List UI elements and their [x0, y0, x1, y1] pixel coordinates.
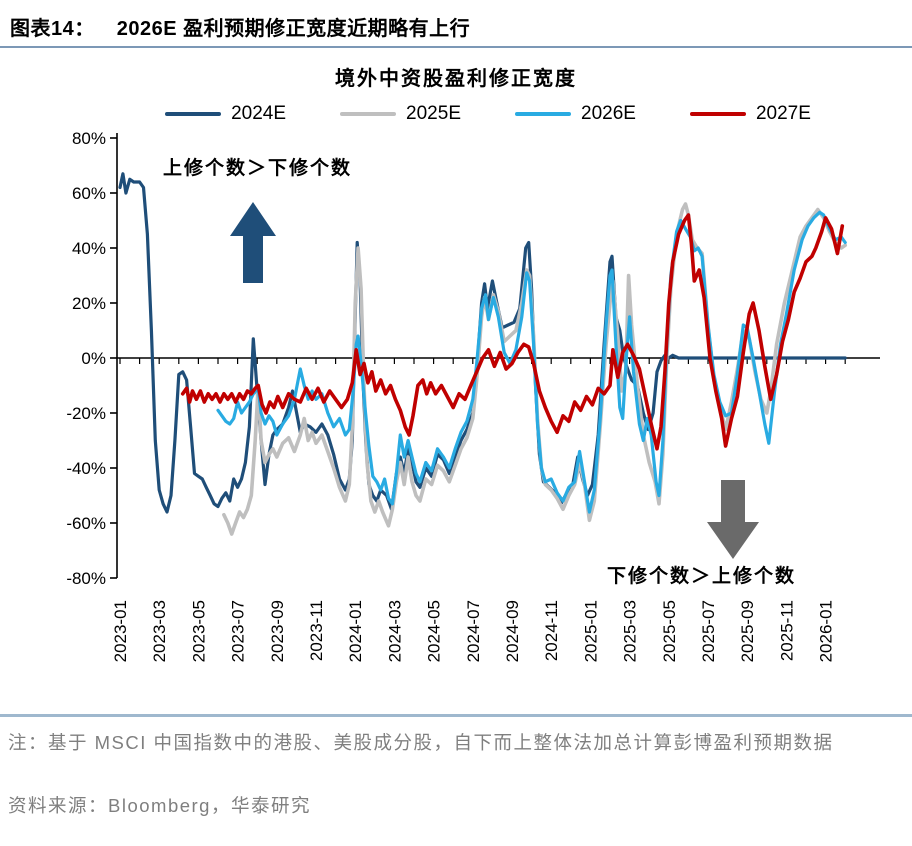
x-axis-label: 2025-07: [699, 600, 718, 662]
x-axis-label: 2023-03: [150, 600, 169, 662]
chart-title: 境外中资股盈利修正宽度: [335, 68, 577, 90]
x-axis-label: 2023-11: [307, 600, 326, 661]
legend-item-2025e: 2025E: [340, 103, 461, 125]
y-axis-label: -40%: [66, 459, 106, 478]
x-axis-label: 2025-01: [581, 600, 600, 662]
legend-line-swatch: [165, 112, 222, 116]
series-line-2024e: [118, 172, 847, 514]
legend-item-2026e: 2026E: [515, 103, 636, 125]
x-axis-label: 2026-01: [817, 600, 836, 662]
legend-label: 2024E: [231, 103, 287, 124]
y-axis-label: 60%: [72, 184, 106, 203]
footnote: 注：基于 MSCI 中国指数中的港股、美股成分股，自下而上整体法加总计算彭博盈利…: [8, 732, 834, 753]
annotation-down: 下修个数＞上修个数: [607, 566, 797, 587]
y-axis-label: 20%: [72, 294, 106, 313]
legend-line-swatch: [689, 112, 746, 116]
x-axis-label: 2023-05: [189, 600, 208, 662]
chart-legend: 2024E 2025E 2026E 2027E: [0, 103, 912, 125]
x-axis-label: 2024-05: [425, 600, 444, 662]
x-axis-label: 2024-03: [385, 600, 404, 662]
y-axis-label: 40%: [72, 239, 106, 258]
x-axis-label: 2023-09: [268, 600, 287, 662]
y-axis-label: -80%: [66, 569, 106, 588]
annotation-up: 上修个数＞下修个数: [163, 158, 353, 179]
x-axis-label: 2023-01: [111, 600, 130, 662]
x-axis-label: 2024-01: [346, 600, 365, 662]
legend-label: 2026E: [581, 103, 636, 124]
legend-line-swatch: [515, 112, 571, 116]
y-axis-label: -20%: [66, 404, 106, 423]
series-line-2027e: [180, 213, 845, 451]
figure-header: 图表14： 2026E 盈利预期修正宽度近期略有上行: [10, 12, 470, 41]
x-axis-label: 2025-03: [621, 600, 640, 662]
x-axis-label: 2025-11: [777, 600, 796, 661]
x-axis-label: 2024-11: [542, 600, 561, 661]
x-axis-label: 2025-09: [738, 600, 757, 662]
y-axis-label: 0%: [81, 349, 106, 368]
up-arrow-icon: [230, 202, 276, 283]
down-arrow-icon: [707, 480, 759, 559]
legend-label: 2027E: [755, 103, 811, 124]
header-divider: [0, 46, 912, 48]
chart-footer-divider: [0, 714, 912, 717]
legend-label: 2025E: [406, 103, 461, 124]
legend-item-2027e: 2027E: [689, 103, 811, 125]
y-axis-label: 80%: [72, 129, 106, 148]
figure-title: 2026E 盈利预期修正宽度近期略有上行: [116, 18, 471, 40]
x-axis-label: 2025-05: [660, 600, 679, 662]
legend-item-2024e: 2024E: [165, 103, 286, 125]
x-axis-label: 2023-07: [229, 600, 248, 662]
source-line: 资料来源：Bloomberg，华泰研究: [8, 795, 311, 816]
x-axis-label: 2024-09: [503, 600, 522, 662]
figure-number: 图表14：: [10, 18, 95, 40]
y-axis-label: -60%: [66, 514, 106, 533]
legend-line-swatch: [340, 112, 397, 116]
x-axis-label: 2024-07: [464, 600, 483, 662]
